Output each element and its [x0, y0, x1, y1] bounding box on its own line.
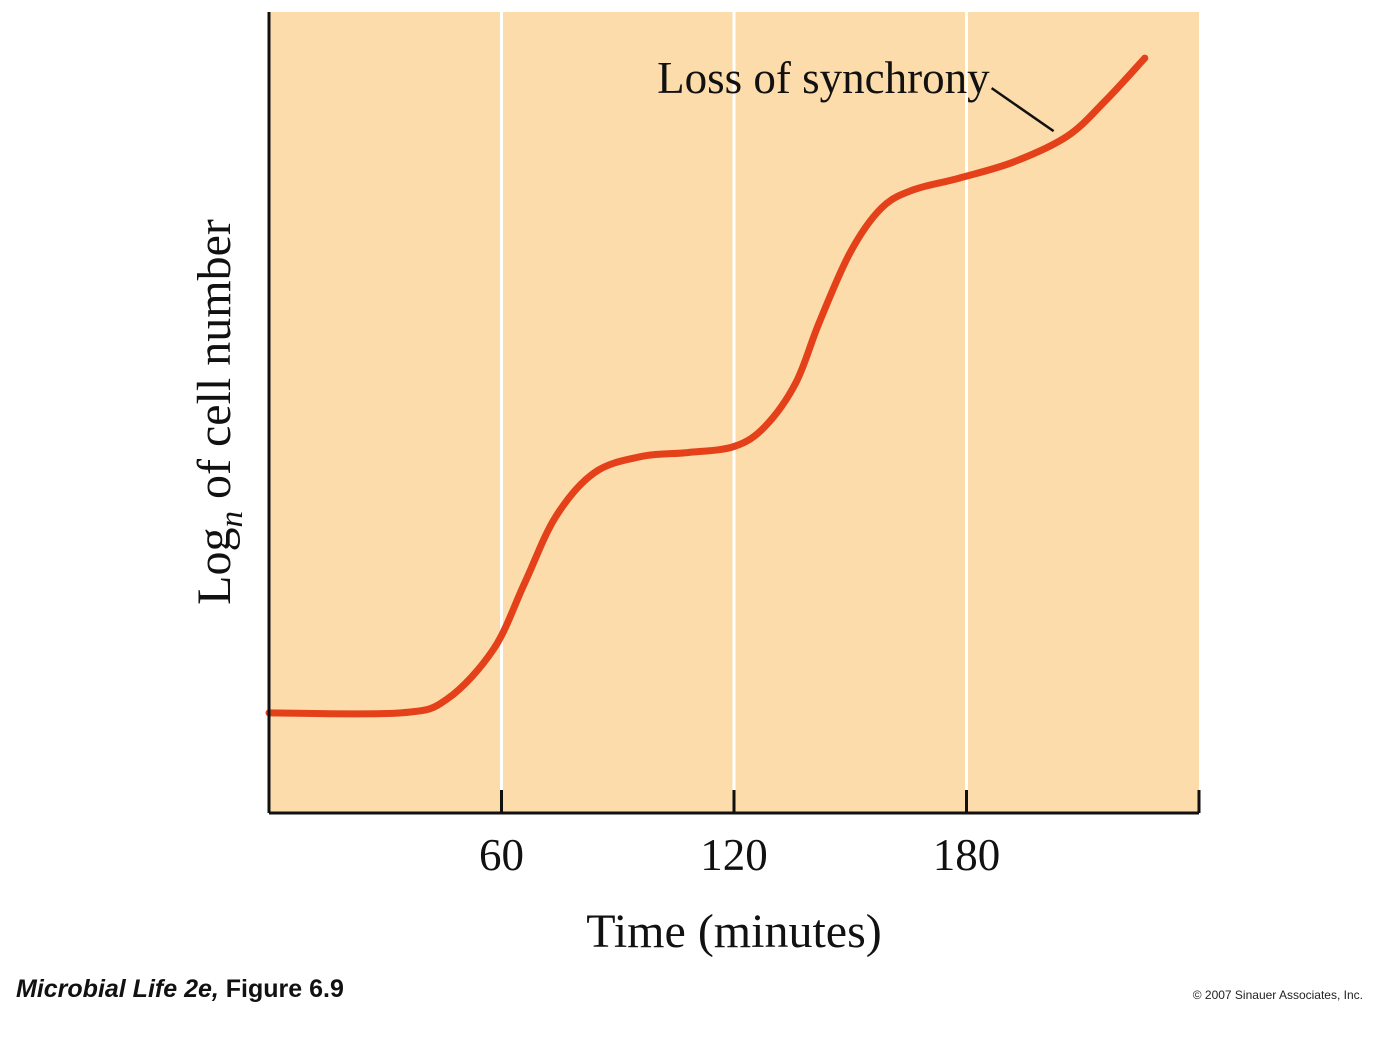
y-axis-label-base: Log	[188, 528, 241, 605]
x-axis-ticks: 60 120 180	[479, 790, 1000, 880]
figure-caption-book: Microbial Life 2e,	[16, 975, 219, 1003]
copyright-notice: © 2007 Sinauer Associates, Inc.	[1192, 988, 1363, 1002]
y-axis-label-subscript: n	[214, 511, 250, 528]
annotation-loss-of-synchrony: Loss of synchrony	[657, 53, 990, 103]
figure-caption-figure: Figure 6.9	[218, 975, 344, 1003]
y-axis-label-rest: of cell number	[188, 219, 241, 511]
x-axis-label: Time (minutes)	[586, 905, 882, 958]
figure-caption: Microbial Life 2e, Figure 6.9	[16, 975, 344, 1004]
x-tick-label-180: 180	[933, 830, 1001, 880]
gridlines	[500, 12, 968, 813]
annotation-leader-line	[990, 87, 1055, 133]
x-tick-label-120: 120	[700, 830, 768, 880]
x-tick-label-60: 60	[479, 830, 524, 880]
y-axis-label: Logn of cell number	[188, 219, 250, 605]
series-line-cell-number	[265, 54, 1149, 718]
